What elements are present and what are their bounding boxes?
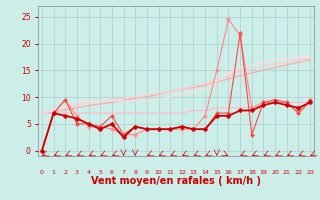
X-axis label: Vent moyen/en rafales ( km/h ): Vent moyen/en rafales ( km/h )	[91, 176, 261, 186]
